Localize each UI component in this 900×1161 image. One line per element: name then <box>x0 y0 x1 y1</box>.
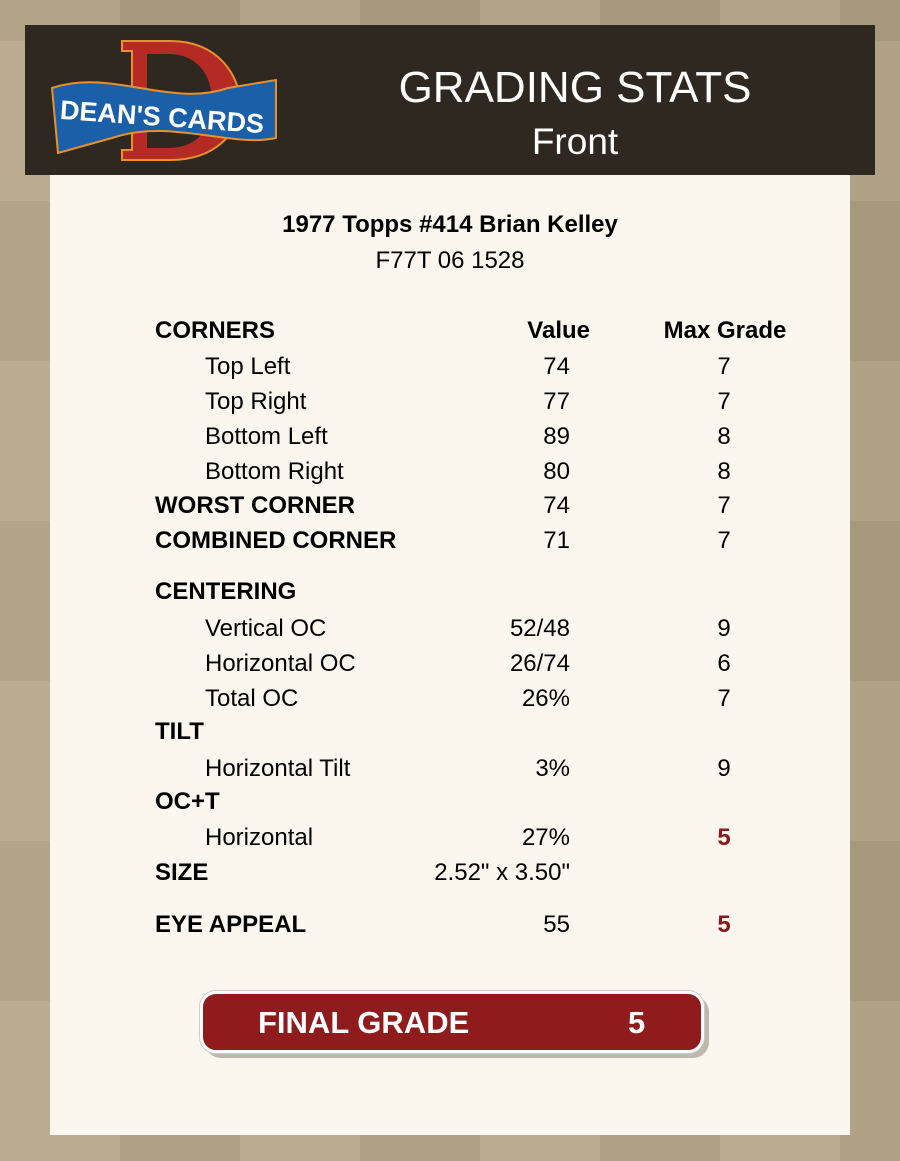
row-value: 80 <box>543 458 570 485</box>
card-name: 1977 Topps #414 Brian Kelley <box>282 211 618 238</box>
row-value: 71 <box>543 527 570 554</box>
oct-header-row: OC+T <box>50 787 850 817</box>
final-grade-label: FINAL GRADE <box>258 1005 470 1040</box>
row-label: Horizontal OC <box>205 650 356 677</box>
row-max-grade: 7 <box>717 685 731 712</box>
row-label: COMBINED CORNER <box>155 527 397 554</box>
row-max-grade: 8 <box>717 458 731 485</box>
row-max-grade: 5 <box>717 911 731 938</box>
row-label: Bottom Left <box>205 423 328 450</box>
row-max-grade: 8 <box>717 423 731 450</box>
row-value: 2.52" x 3.50" <box>434 859 570 886</box>
final-grade-value: 5 <box>628 1005 646 1040</box>
table-row: Total OC 26% 7 <box>50 684 850 714</box>
row-label: Horizontal Tilt <box>205 755 351 782</box>
section-label: TILT <box>155 718 204 745</box>
row-max-grade: 7 <box>717 527 731 554</box>
row-max-grade: 9 <box>717 755 731 782</box>
row-label: SIZE <box>155 859 209 886</box>
worst-corner-row: WORST CORNER 74 7 <box>50 491 850 521</box>
row-value: 52/48 <box>509 615 570 642</box>
row-max-grade: 7 <box>717 353 731 380</box>
header: DEAN'S CARDS GRADING STATS Front <box>25 25 875 175</box>
row-value: 55 <box>543 911 570 938</box>
row-label: Vertical OC <box>205 615 327 642</box>
row-value: 89 <box>543 423 570 450</box>
combined-corner-row: COMBINED CORNER 71 7 <box>50 526 850 556</box>
tilt-header-row: TILT <box>50 717 850 747</box>
row-value: 77 <box>543 388 570 415</box>
deans-cards-logo: DEAN'S CARDS <box>50 40 277 161</box>
table-row: Horizontal 27% 5 <box>50 823 850 853</box>
section-label: OC+T <box>155 788 220 815</box>
eye-appeal-row: EYE APPEAL 55 5 <box>50 910 850 940</box>
column-header-value: Value <box>527 317 590 344</box>
row-value: 3% <box>535 755 570 782</box>
table-row: Bottom Left 89 8 <box>50 422 850 452</box>
stats-panel: 1977 Topps #414 Brian Kelley F77T 06 152… <box>50 175 850 1135</box>
section-label: CORNERS <box>155 317 276 344</box>
row-max-grade: 5 <box>717 824 731 851</box>
row-label: Horizontal <box>205 824 314 851</box>
row-max-grade: 7 <box>717 492 731 519</box>
table-row: Horizontal OC 26/74 6 <box>50 649 850 679</box>
corners-header-row: CORNERS Value Max Grade <box>50 316 850 346</box>
centering-header-row: CENTERING <box>50 577 850 607</box>
cert-number: F77T 06 1528 <box>375 247 525 274</box>
row-max-grade: 9 <box>717 615 731 642</box>
table-row: Top Right 77 7 <box>50 387 850 417</box>
row-value: 27% <box>521 824 570 851</box>
column-header-max-grade: Max Grade <box>663 317 787 344</box>
row-label: Top Left <box>205 353 291 380</box>
row-value: 26/74 <box>509 650 570 677</box>
row-label: WORST CORNER <box>155 492 355 519</box>
row-label: EYE APPEAL <box>155 911 307 938</box>
row-label: Bottom Right <box>205 458 344 485</box>
row-max-grade: 7 <box>717 388 731 415</box>
row-label: Top Right <box>205 388 307 415</box>
row-value: 74 <box>543 353 570 380</box>
final-grade-badge: FINAL GRADE 5 <box>200 991 704 1053</box>
table-row: Top Left 74 7 <box>50 352 850 382</box>
row-max-grade: 6 <box>717 650 731 677</box>
section-label: CENTERING <box>155 578 297 605</box>
table-row: Vertical OC 52/48 9 <box>50 614 850 644</box>
page-title: GRADING STATS <box>398 63 752 112</box>
row-value: 26% <box>521 685 570 712</box>
table-row: Bottom Right 80 8 <box>50 457 850 487</box>
row-label: Total OC <box>205 685 299 712</box>
page-subtitle: Front <box>531 121 619 162</box>
size-row: SIZE 2.52" x 3.50" <box>50 858 850 888</box>
row-value: 74 <box>543 492 570 519</box>
table-row: Horizontal Tilt 3% 9 <box>50 754 850 784</box>
